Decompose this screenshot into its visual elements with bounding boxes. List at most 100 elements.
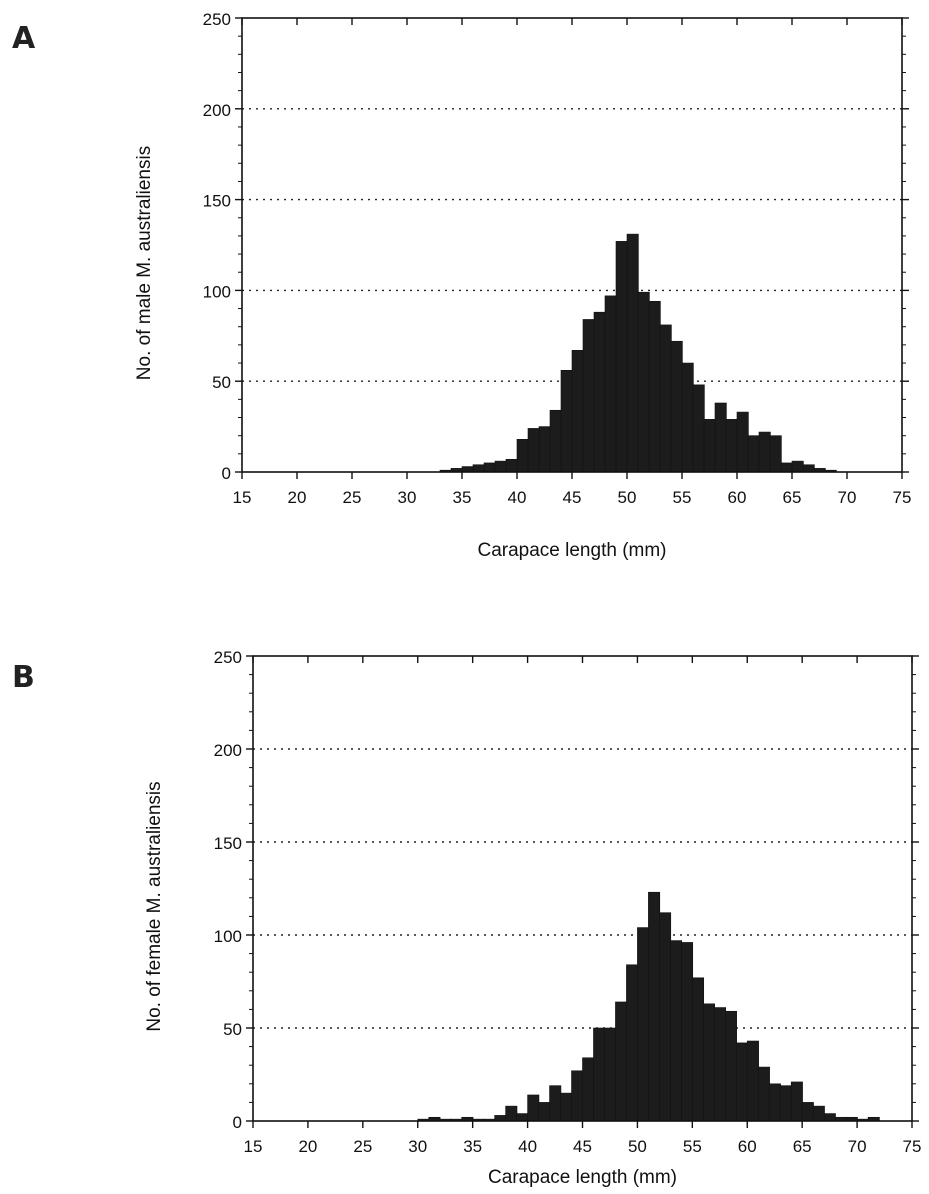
histogram-bar xyxy=(747,435,760,473)
x-tick-label: 60 xyxy=(738,1137,757,1156)
x-tick-label: 70 xyxy=(838,488,857,507)
histogram-bar xyxy=(571,350,584,473)
x-axis-title: Carapace length (mm) xyxy=(477,540,666,561)
histogram-bar xyxy=(812,1105,825,1122)
x-tick-label: 75 xyxy=(903,1137,922,1156)
y-tick-label: 200 xyxy=(203,101,231,120)
y-tick-label: 50 xyxy=(212,373,231,392)
histogram-bar xyxy=(648,891,661,1122)
x-tick-label: 55 xyxy=(673,488,692,507)
histogram-bar xyxy=(505,458,518,473)
x-tick-label: 20 xyxy=(288,488,307,507)
histogram-bar xyxy=(637,927,650,1122)
histogram-bar xyxy=(538,426,551,473)
x-tick-label: 45 xyxy=(573,1137,592,1156)
x-tick-label: 70 xyxy=(848,1137,867,1156)
y-tick-label: 150 xyxy=(203,192,231,211)
histogram-bar xyxy=(527,1094,540,1122)
histogram-bar xyxy=(494,460,507,473)
histogram-bar xyxy=(505,1105,518,1122)
histogram-bar xyxy=(494,1115,507,1122)
histogram-bar xyxy=(593,311,606,473)
x-tick-label: 25 xyxy=(343,488,362,507)
histogram-bar xyxy=(615,1001,628,1122)
panel-label: B xyxy=(12,660,35,695)
y-tick-label: 0 xyxy=(233,1113,242,1132)
histogram-bar xyxy=(768,1083,781,1122)
histogram-bar xyxy=(703,1003,715,1122)
x-tick-label: 40 xyxy=(508,488,527,507)
y-tick-label: 150 xyxy=(214,834,242,853)
x-tick-label: 50 xyxy=(628,1137,647,1156)
histogram-bar xyxy=(659,912,672,1122)
panel-label: A xyxy=(12,21,36,56)
histogram-bar xyxy=(746,1040,759,1122)
histogram-bar xyxy=(604,295,617,473)
x-tick-label: 65 xyxy=(783,488,802,507)
histogram-bar xyxy=(483,462,496,473)
y-axis-title: No. of male M. australiensis xyxy=(134,146,155,380)
x-tick-label: 75 xyxy=(893,488,912,507)
histogram-bar xyxy=(626,964,639,1122)
histogram-bar xyxy=(692,977,705,1122)
histogram-bar xyxy=(790,1081,803,1122)
x-tick-label: 55 xyxy=(683,1137,702,1156)
x-tick-label: 35 xyxy=(463,1137,482,1156)
histogram-bar xyxy=(757,1066,770,1122)
histogram-bar xyxy=(648,300,661,473)
histogram-bar xyxy=(703,419,716,473)
histogram-bar xyxy=(779,1085,792,1122)
histogram-bar xyxy=(582,319,595,473)
histogram-bar xyxy=(801,1102,814,1122)
x-axis-title: Carapace length (mm) xyxy=(488,1167,677,1188)
x-tick-label: 45 xyxy=(563,488,582,507)
x-tick-label: 25 xyxy=(353,1137,372,1156)
histogram-bar xyxy=(758,431,771,473)
histogram-bar xyxy=(571,1070,584,1122)
histogram-bar xyxy=(713,1007,726,1122)
histogram-bar xyxy=(516,1113,529,1122)
histogram-bar xyxy=(659,324,672,473)
x-tick-label: 15 xyxy=(244,1137,263,1156)
x-tick-label: 15 xyxy=(233,488,252,507)
histogram-bar xyxy=(714,402,727,473)
histogram-bar xyxy=(670,340,683,473)
histogram-bar xyxy=(538,1102,551,1122)
x-tick-label: 30 xyxy=(398,488,417,507)
histogram-bar xyxy=(549,1085,562,1122)
histogram-bar xyxy=(681,942,694,1122)
histogram-bar xyxy=(780,462,793,473)
y-tick-label: 250 xyxy=(214,648,242,667)
y-tick-label: 0 xyxy=(222,464,231,483)
histogram-bar xyxy=(527,428,540,473)
plot-frame xyxy=(252,655,913,1122)
histogram-bar xyxy=(670,940,683,1122)
y-axis-title: No. of female M. australiensis xyxy=(144,781,165,1031)
x-tick-label: 35 xyxy=(453,488,472,507)
x-tick-label: 40 xyxy=(518,1137,537,1156)
histogram-bar xyxy=(802,464,815,473)
histogram-bar xyxy=(823,1113,836,1122)
histogram-bar xyxy=(593,1027,606,1122)
histogram-bar xyxy=(626,233,639,473)
histogram-bar xyxy=(582,1057,595,1122)
histogram-bar xyxy=(516,439,529,473)
histogram-bar xyxy=(615,241,628,473)
histogram-bar xyxy=(735,1042,748,1122)
histogram-bar xyxy=(604,1027,617,1122)
histogram-bar xyxy=(461,466,474,473)
histogram-bar xyxy=(791,460,804,473)
x-tick-label: 30 xyxy=(408,1137,427,1156)
x-tick-label: 65 xyxy=(793,1137,812,1156)
x-tick-label: 60 xyxy=(728,488,747,507)
histogram-bar xyxy=(637,291,650,473)
histogram-bar xyxy=(560,1092,573,1122)
histogram-bar xyxy=(560,370,573,473)
y-tick-label: 100 xyxy=(214,927,242,946)
histogram-bar xyxy=(472,464,485,473)
histogram-bar xyxy=(725,419,738,473)
x-tick-label: 20 xyxy=(298,1137,317,1156)
histogram-bar xyxy=(692,384,705,473)
y-tick-label: 100 xyxy=(203,282,231,301)
